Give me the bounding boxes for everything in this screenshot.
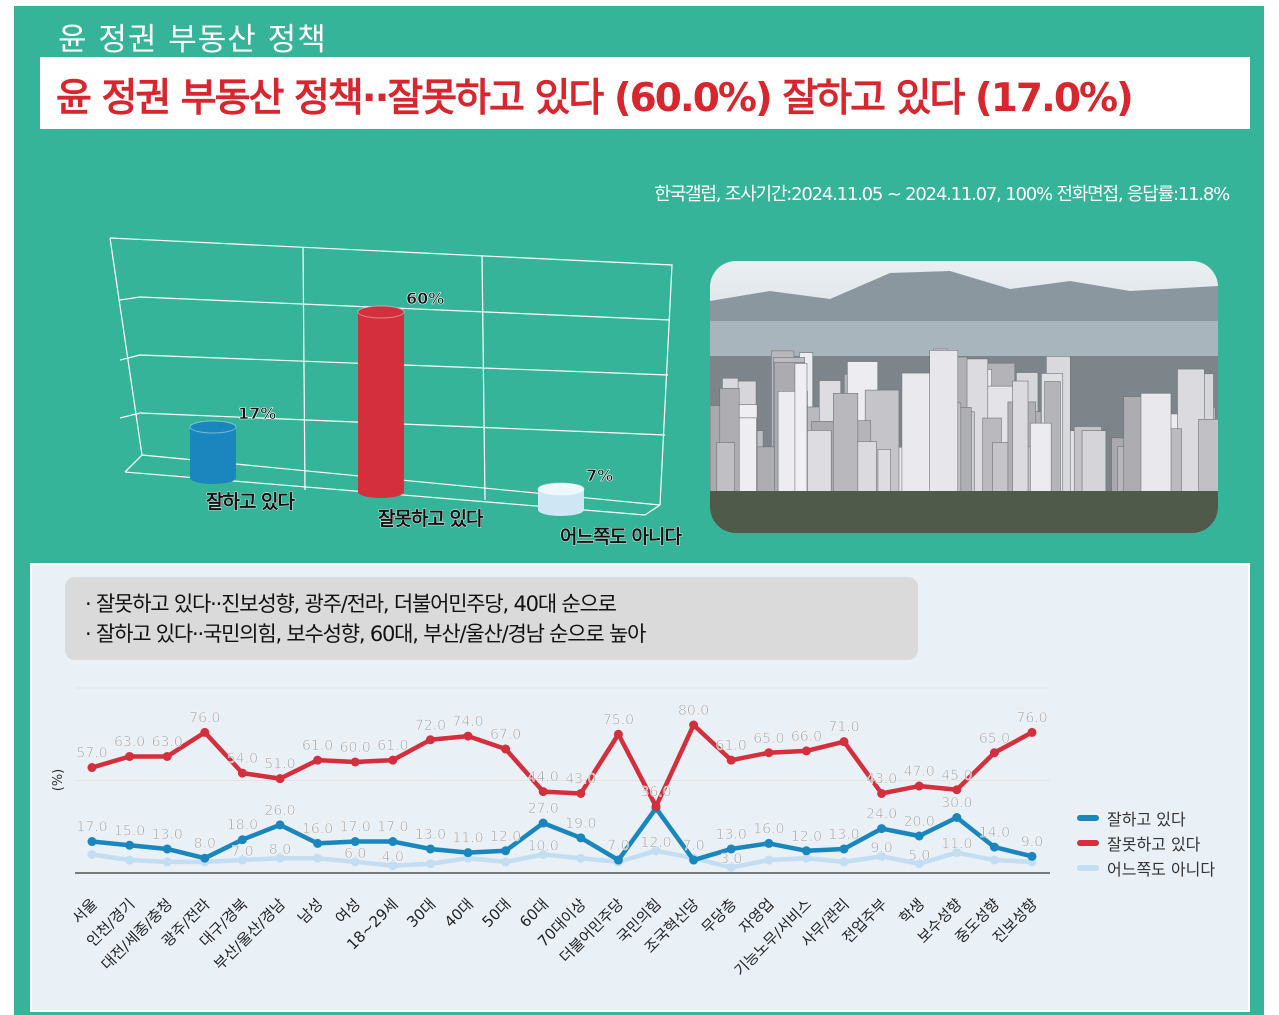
building — [1012, 380, 1029, 497]
bar-chart-3d: 17% 잘하고 있다 60% 잘못하고 있다 7% 어느쪽도 아니다 — [109, 237, 684, 548]
bar-top — [537, 482, 585, 496]
building — [832, 393, 859, 497]
bar-base — [190, 472, 236, 484]
analysis-panel: · 잘못하고 있다··진보성향, 광주/전라, 더불어민주당, 40대 순으로 … — [30, 563, 1250, 1012]
building — [794, 363, 808, 497]
legend-swatch — [1077, 864, 1099, 871]
legend-item-bad: 잘못하고 있다 — [1077, 830, 1215, 855]
bar-value-label: 17% — [238, 404, 276, 423]
survey-source: 한국갤럽, 조사기간:2024.11.05 ~ 2024.11.07, 100%… — [654, 184, 1230, 205]
building — [929, 350, 959, 497]
legend: 잘하고 있다 잘못하고 있다 어느쪽도 아니다 — [1077, 805, 1215, 880]
bar-base — [538, 504, 584, 516]
summary-line-1: · 잘못하고 있다··진보성향, 광주/전라, 더불어민주당, 40대 순으로 — [85, 592, 617, 616]
headline-box: 윤 정권 부동산 정책··잘못하고 있다 (60.0%) 잘하고 있다 (17.… — [40, 57, 1250, 129]
building — [877, 449, 891, 497]
bar-top — [189, 420, 237, 434]
summary-line-2: · 잘하고 있다··국민의힘, 보수성향, 60대, 부산/울산/경남 순으로 … — [85, 622, 646, 646]
bar-value-label: 7% — [586, 466, 613, 485]
bar-cylinder — [190, 427, 236, 478]
legend-swatch — [1077, 814, 1099, 821]
bar-category-label: 잘하고 있다 — [206, 491, 296, 513]
bar-base — [358, 486, 404, 498]
building — [1029, 422, 1052, 497]
legend-item-good: 잘하고 있다 — [1077, 805, 1215, 830]
building — [716, 442, 736, 497]
city-apartments-photo — [710, 261, 1218, 533]
headline: 윤 정권 부동산 정책··잘못하고 있다 (60.0%) 잘하고 있다 (17.… — [56, 76, 1134, 121]
bar-category-label: 잘못하고 있다 — [378, 508, 484, 530]
building — [1081, 430, 1107, 497]
bar-category-label: 어느쪽도 아니다 — [560, 526, 682, 548]
legend-item-neither: 어느쪽도 아니다 — [1077, 855, 1215, 880]
legend-swatch — [1077, 839, 1099, 846]
bar-cylinder — [358, 312, 404, 492]
bar-top — [357, 305, 405, 319]
section-kicker: 윤 정권 부동산 정책 — [58, 22, 327, 58]
bar-cylinder — [538, 489, 584, 510]
summary-box: · 잘못하고 있다··진보성향, 광주/전라, 더불어민주당, 40대 순으로 … — [65, 577, 918, 660]
bar-value-label: 60% — [406, 289, 444, 308]
building — [1198, 419, 1218, 497]
building — [1140, 392, 1172, 497]
